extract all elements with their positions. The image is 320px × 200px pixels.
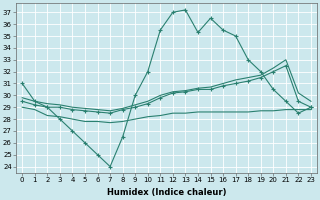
X-axis label: Humidex (Indice chaleur): Humidex (Indice chaleur) (107, 188, 226, 197)
